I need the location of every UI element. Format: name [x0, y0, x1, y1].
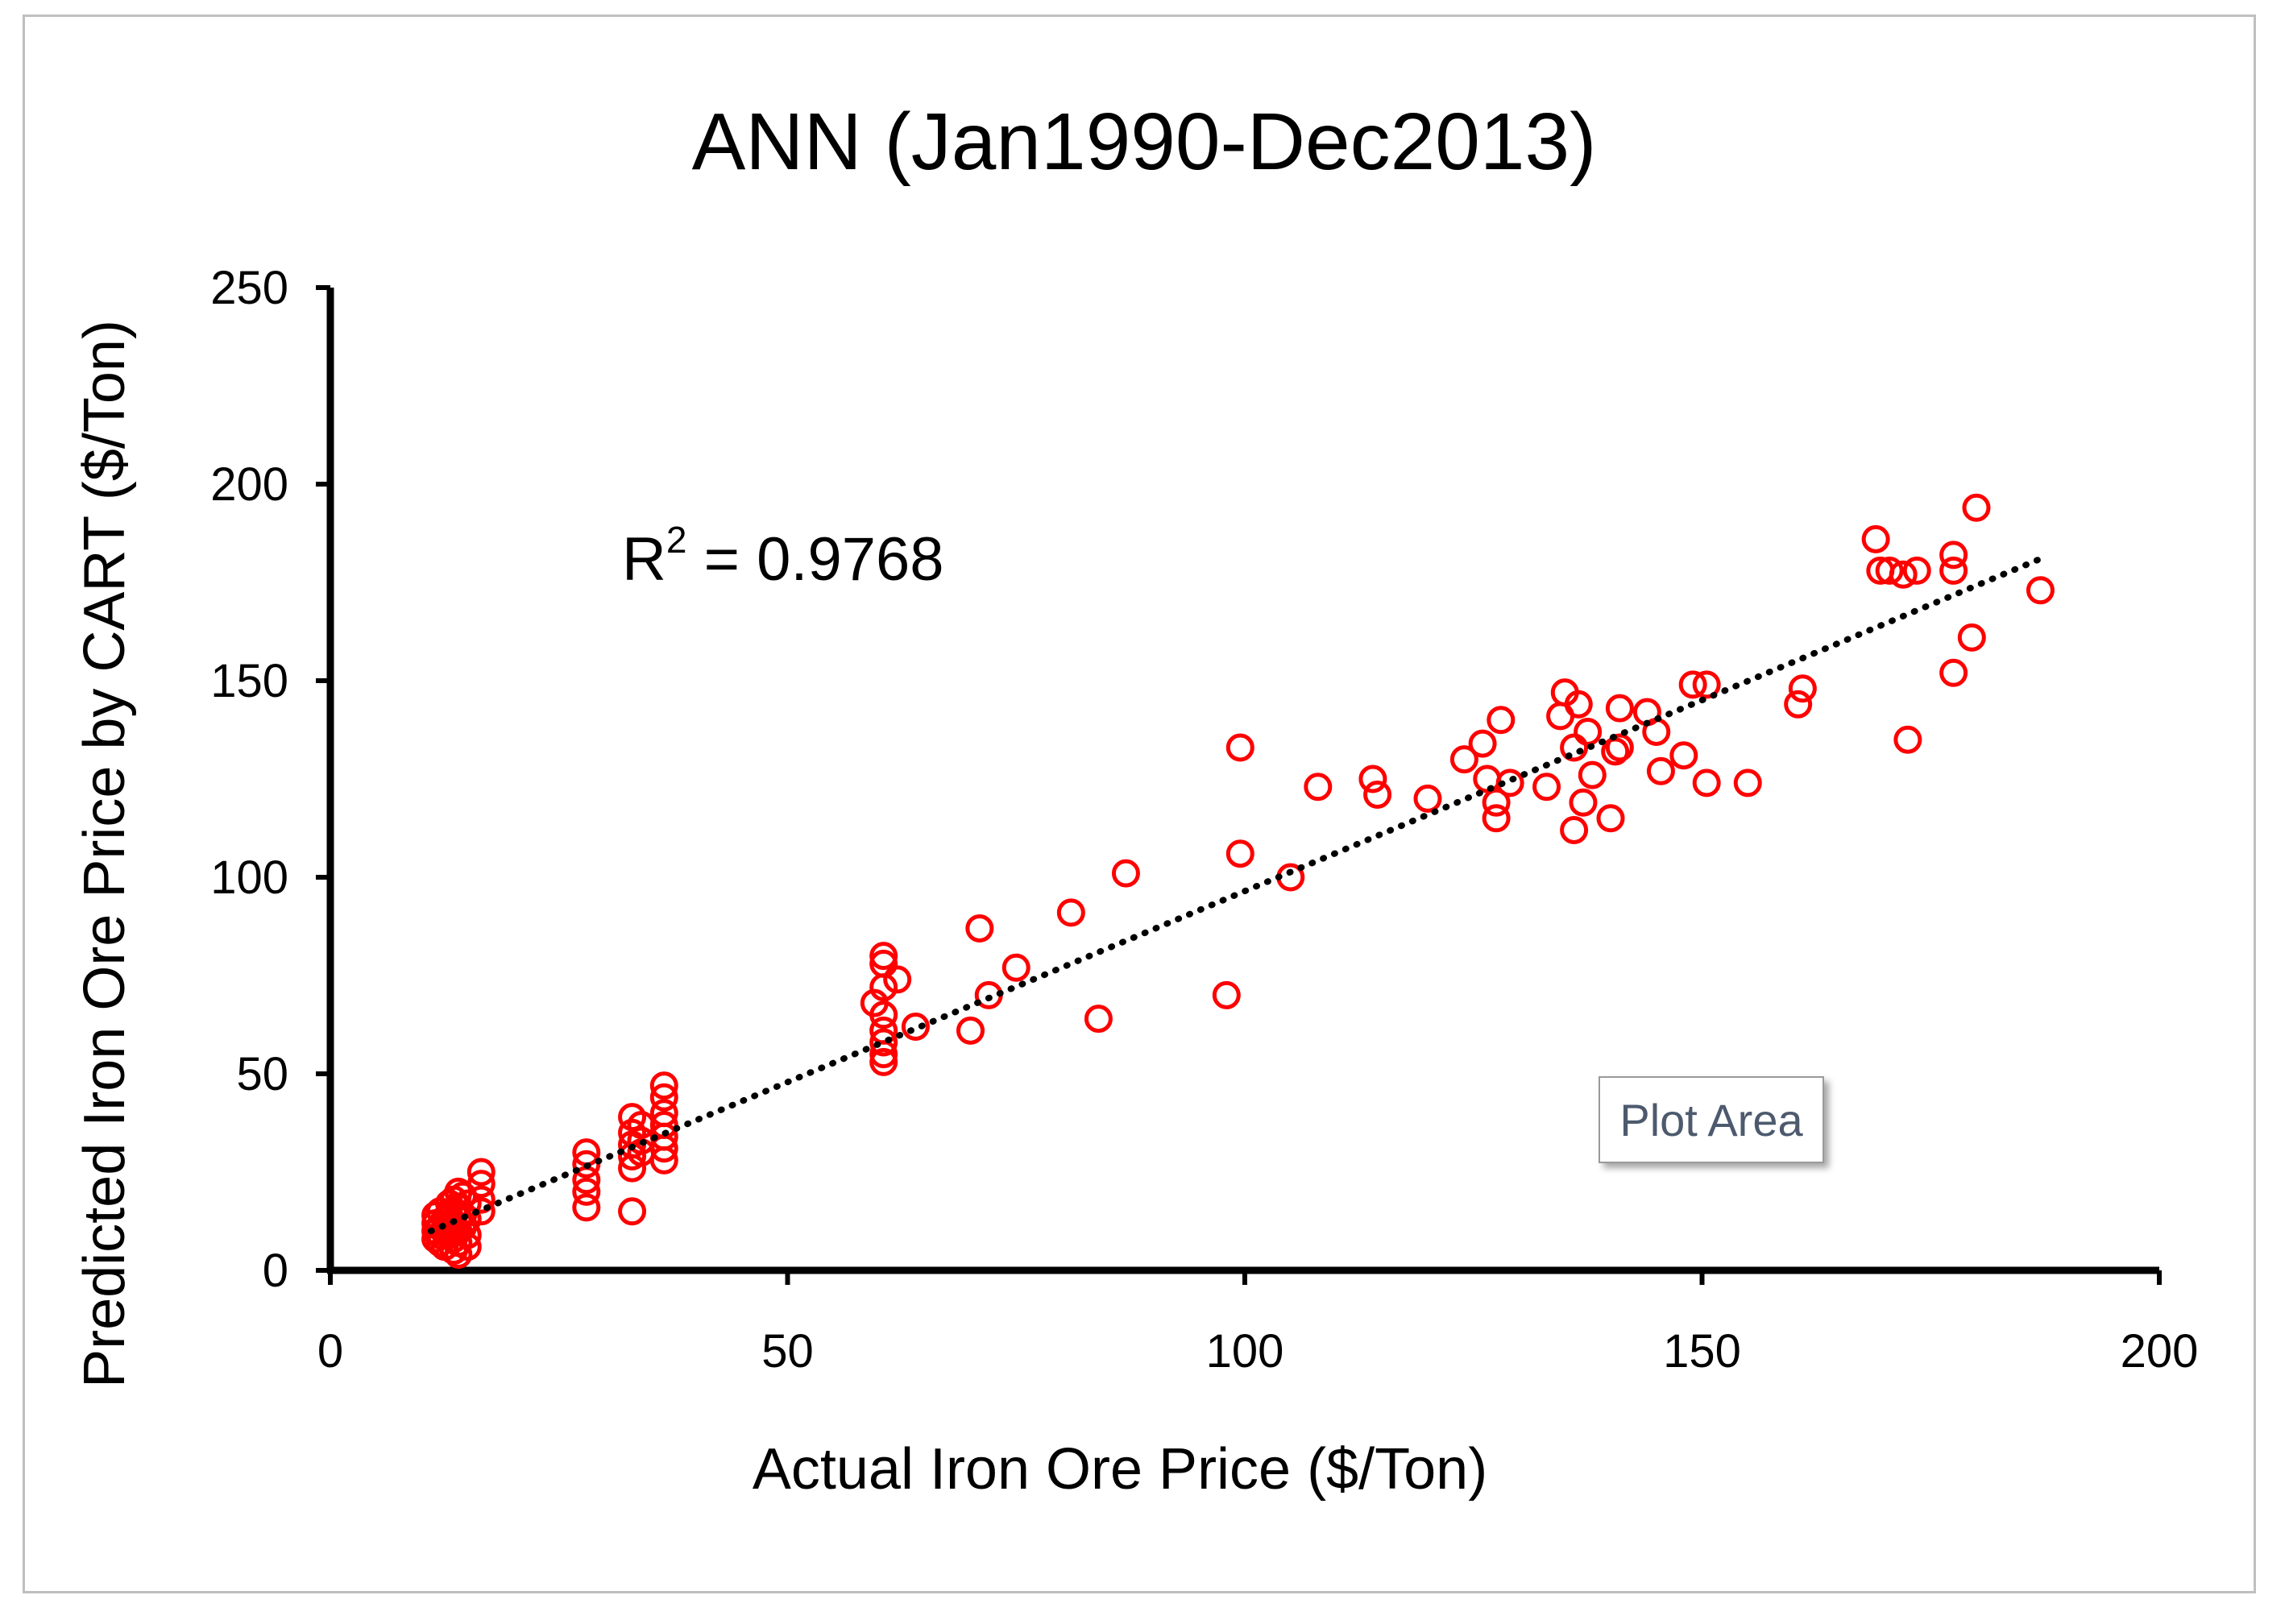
data-point	[1861, 524, 1890, 553]
data-point	[1889, 560, 1918, 589]
plot-area-tooltip: Plot Area	[1599, 1076, 1824, 1163]
data-point	[869, 942, 898, 971]
data-point	[453, 1232, 482, 1262]
data-point	[869, 1047, 898, 1076]
data-point	[1564, 690, 1593, 719]
trendline	[427, 555, 2044, 1235]
x-tick-label: 150	[1663, 1325, 1741, 1378]
data-point	[1733, 768, 1762, 798]
data-point	[1487, 706, 1516, 735]
data-point	[1957, 623, 1986, 652]
data-point	[1578, 760, 1607, 789]
x-tick-label: 100	[1206, 1325, 1284, 1378]
data-point	[1605, 733, 1634, 762]
data-point	[901, 1012, 930, 1041]
x-tick-label: 50	[761, 1325, 814, 1378]
data-point	[1560, 815, 1589, 844]
data-point	[869, 973, 898, 1002]
data-point	[1902, 556, 1931, 585]
r-squared-superscript: 2	[666, 519, 687, 561]
data-point	[1495, 768, 1524, 798]
data-point	[1056, 898, 1085, 927]
r-squared-value: = 0.9768	[686, 525, 943, 594]
data-point	[1939, 556, 1968, 585]
data-point	[467, 1197, 496, 1226]
data-point	[1449, 745, 1478, 774]
data-point	[1304, 773, 1333, 802]
data-point	[1225, 839, 1254, 868]
data-point	[1363, 781, 1392, 810]
data-point	[965, 914, 994, 942]
data-point	[1784, 690, 1813, 719]
y-tick-label: 50	[236, 1048, 288, 1100]
data-point	[1939, 541, 1968, 570]
data-point	[618, 1103, 647, 1132]
data-point	[467, 1185, 496, 1214]
x-tick-label: 200	[2121, 1325, 2199, 1378]
data-point	[467, 1158, 496, 1187]
data-point	[1468, 729, 1497, 758]
data-point	[1560, 733, 1589, 762]
data-point	[1692, 768, 1721, 798]
data-point	[1413, 784, 1442, 813]
data-point	[869, 1028, 898, 1057]
data-point	[467, 1170, 496, 1199]
data-point	[2026, 576, 2055, 605]
data-point	[1482, 788, 1511, 817]
data-point	[883, 965, 912, 994]
y-tick-label: 0	[263, 1245, 288, 1297]
data-point	[572, 1177, 601, 1206]
data-point	[572, 1193, 601, 1222]
data-point	[869, 1040, 898, 1069]
y-axis-title: Predicted Iron Ore Price by CART ($/Ton)	[73, 320, 137, 1388]
data-point	[1358, 764, 1387, 793]
plot-area[interactable]: 0 50 100 150 200 250 0 50 100 150 200	[210, 262, 2198, 1378]
data-point	[1669, 741, 1698, 770]
data-point	[1646, 756, 1675, 785]
data-point	[956, 1016, 985, 1045]
plot-area-tooltip-label: Plot Area	[1619, 1094, 1803, 1146]
data-point	[1939, 658, 1968, 687]
data-point	[1225, 733, 1254, 762]
data-point	[1574, 717, 1603, 746]
data-point	[1678, 670, 1707, 699]
data-point	[1212, 980, 1241, 1009]
data-point	[649, 1083, 678, 1112]
x-axis-title: Actual Iron Ore Price ($/Ton)	[753, 1437, 1487, 1502]
data-point	[1692, 670, 1721, 699]
x-tick-label: 0	[317, 1325, 343, 1378]
data-point	[1596, 804, 1625, 833]
r-squared-annotation: R2 = 0.9768	[622, 519, 944, 594]
data-point	[1482, 804, 1511, 833]
data-point	[649, 1134, 678, 1163]
r-squared-symbol: R	[622, 525, 666, 594]
chart-title: ANN (Jan1990-Dec2013)	[692, 97, 1597, 187]
data-point	[618, 1197, 647, 1226]
data-point	[869, 1000, 898, 1030]
data-point	[1875, 556, 1904, 585]
data-point	[1473, 764, 1502, 793]
data-point	[1001, 953, 1030, 982]
y-tick-label: 250	[210, 262, 288, 314]
data-point	[649, 1146, 678, 1174]
data-point	[1605, 694, 1634, 723]
data-point	[1084, 1005, 1113, 1034]
data-point	[453, 1220, 482, 1249]
data-point	[1111, 859, 1140, 888]
chart-frame	[23, 14, 2256, 1593]
data-point	[1893, 725, 1922, 754]
y-tick-label: 150	[210, 655, 288, 707]
data-point	[649, 1071, 678, 1100]
data-point	[1569, 788, 1598, 817]
data-point	[1962, 493, 1991, 522]
data-point	[1788, 674, 1817, 703]
data-point	[1532, 773, 1561, 802]
data-point	[618, 1154, 647, 1183]
y-tick-label: 200	[210, 458, 288, 511]
y-tick-label: 100	[210, 851, 288, 904]
